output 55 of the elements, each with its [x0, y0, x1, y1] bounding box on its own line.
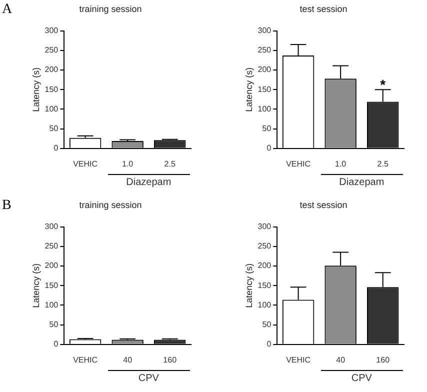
y-tick-label: 300 — [44, 222, 59, 232]
y-tick-label: 0 — [54, 340, 59, 349]
y-tick-label: 100 — [44, 104, 59, 114]
x-tick-label: VEHIC — [286, 159, 311, 168]
y-axis-title: Latency (s) — [244, 263, 254, 308]
y-tick-label: 100 — [258, 104, 272, 114]
x-tick-label: 40 — [123, 355, 133, 364]
text: B — [2, 198, 12, 214]
y-axis-title: Latency (s) — [244, 67, 254, 112]
y-axis-title: Latency (s) — [30, 67, 41, 112]
y-tick-label: 300 — [44, 26, 59, 36]
chart-title: test session — [300, 4, 348, 14]
chart-title: training session — [79, 200, 142, 210]
y-axis-title: Latency (s) — [30, 263, 41, 308]
y-tick-label: 150 — [258, 280, 272, 290]
y-tick-label: 200 — [258, 261, 272, 270]
chart-title: test session — [300, 200, 348, 210]
y-tick-label: 200 — [44, 65, 59, 74]
y-tick-label: 100 — [44, 300, 59, 310]
y-tick-label: 100 — [258, 300, 272, 310]
y-tick-label: 250 — [258, 242, 272, 251]
y-tick-label: 150 — [258, 84, 272, 94]
x-tick-label: 1.0 — [122, 159, 134, 168]
x-tick-label: 160 — [376, 355, 390, 364]
y-tick-label: 200 — [44, 261, 59, 270]
x-axis-title: CPV — [320, 370, 403, 384]
y-tick-label: 250 — [44, 46, 59, 55]
text: A — [2, 2, 12, 18]
y-tick-label: 0 — [266, 340, 272, 349]
x-tick-label: VEHIC — [73, 159, 98, 168]
y-tick-label: 150 — [44, 280, 59, 290]
y-tick-label: 300 — [258, 26, 272, 36]
y-tick-label: 150 — [44, 84, 59, 94]
y-tick-label: 250 — [44, 242, 59, 251]
y-tick-label: 0 — [54, 144, 59, 153]
y-tick-label: 0 — [266, 144, 272, 153]
y-tick-label: 50 — [49, 320, 59, 330]
x-tick-label: 40 — [336, 355, 346, 364]
x-tick-label: 160 — [163, 355, 178, 364]
y-tick-label: 50 — [262, 124, 272, 134]
annotation: * — [380, 76, 386, 93]
x-axis-title: Diazepam — [320, 174, 403, 188]
x-axis-title: CPV — [108, 370, 190, 384]
y-tick-label: 200 — [258, 65, 272, 74]
x-tick-label: 2.5 — [377, 159, 389, 168]
x-axis-title: Diazepam — [108, 174, 190, 188]
x-tick-label: VEHIC — [73, 355, 98, 364]
x-tick-label: 2.5 — [164, 159, 176, 168]
y-tick-label: 250 — [258, 46, 272, 55]
y-tick-label: 50 — [262, 320, 272, 330]
x-tick-label: 1.0 — [335, 159, 347, 168]
y-tick-label: 300 — [258, 222, 272, 232]
y-tick-label: 50 — [49, 124, 59, 134]
x-tick-label: VEHIC — [286, 355, 311, 364]
chart-title: training session — [79, 4, 142, 14]
